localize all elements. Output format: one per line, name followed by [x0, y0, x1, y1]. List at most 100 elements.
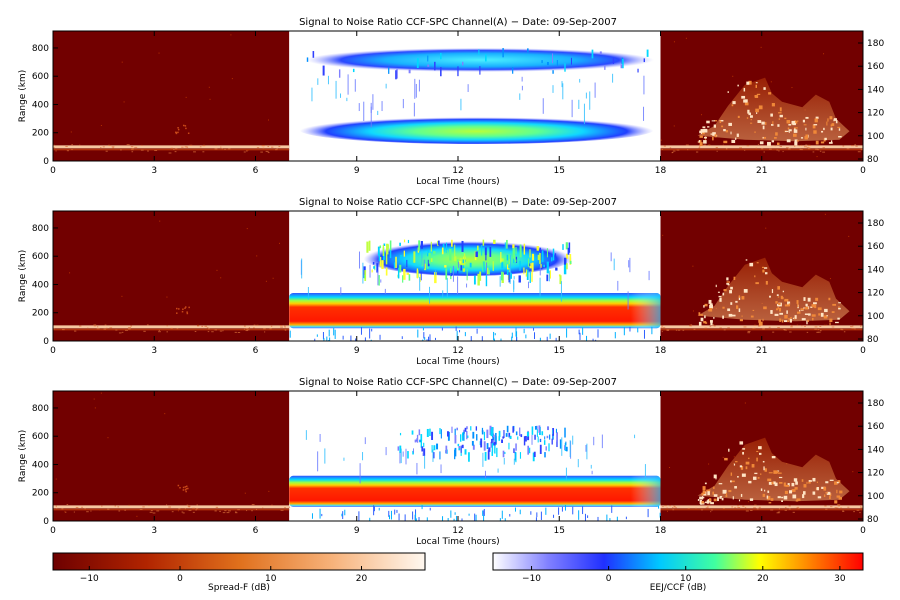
plume-speck — [735, 461, 738, 463]
echo-streak — [500, 271, 504, 281]
speckle — [280, 509, 284, 511]
speckle — [220, 146, 222, 148]
echo-streak — [323, 338, 325, 341]
echo-streak — [577, 459, 579, 468]
x-tick-label: 0 — [50, 526, 56, 536]
echo-streak — [441, 247, 444, 255]
plume-speck — [755, 84, 758, 88]
plume-speck — [722, 306, 725, 309]
speckle — [787, 148, 791, 150]
plume-speck — [771, 481, 774, 485]
echo-streak — [384, 288, 386, 294]
speckle — [237, 509, 240, 511]
speckle — [182, 512, 185, 514]
speckle — [727, 327, 730, 329]
echo-streak — [561, 81, 563, 88]
plume-speck — [703, 128, 708, 133]
echo-streak — [457, 66, 459, 77]
echo-streak — [416, 58, 419, 68]
speckle — [744, 507, 747, 509]
echo-streak — [289, 330, 291, 338]
speckle — [860, 148, 863, 150]
x-tick-label: 15 — [554, 526, 565, 536]
echo-streak — [385, 83, 387, 89]
echo-streak — [625, 516, 627, 520]
y2-tick-label: 140 — [867, 445, 884, 455]
plume-speck — [813, 302, 817, 305]
speckle — [131, 151, 134, 153]
speckle — [852, 471, 854, 473]
speckle — [859, 512, 861, 514]
echo-streak — [555, 428, 557, 433]
plume-speck — [780, 295, 783, 299]
speckle — [174, 148, 178, 150]
plume-speck — [805, 134, 809, 138]
speckle — [201, 325, 204, 327]
echo-streak — [412, 448, 414, 453]
speckle — [661, 325, 663, 327]
plume-speck — [737, 115, 740, 119]
speckle — [115, 329, 118, 331]
plume-speck — [788, 124, 792, 126]
plume-speck — [823, 127, 825, 131]
plume-speck — [712, 491, 714, 495]
echo-streak — [397, 446, 400, 451]
echo-region — [306, 47, 654, 80]
echo-streak — [560, 281, 562, 302]
speckle — [850, 145, 854, 147]
x-tick-label: 0 — [860, 166, 866, 176]
echo-streak — [381, 260, 384, 270]
speckle — [673, 41, 675, 43]
speckle — [256, 255, 258, 257]
speckle — [181, 511, 184, 513]
echo-streak — [442, 516, 444, 521]
echo-streak — [537, 436, 539, 443]
echo-streak — [504, 518, 506, 521]
speckle — [127, 328, 131, 330]
plume-speck — [762, 125, 765, 130]
speckle — [202, 145, 206, 147]
plume-speck — [741, 473, 746, 477]
echo-streak — [383, 243, 386, 247]
speckle — [206, 327, 209, 329]
speckle — [860, 506, 862, 508]
speckle — [842, 510, 845, 512]
echo-streak — [533, 451, 536, 458]
echo-streak — [362, 262, 364, 284]
echo-streak — [458, 448, 461, 451]
echo-streak — [570, 57, 572, 65]
x-tick-label: 0 — [50, 166, 56, 176]
echo-streak — [408, 274, 411, 281]
plume-speck — [723, 289, 727, 292]
speckle — [672, 150, 676, 152]
speckle — [753, 327, 756, 329]
echo-streak — [501, 439, 503, 443]
echo-streak — [518, 275, 521, 283]
y2-tick-label: 100 — [867, 492, 884, 502]
echo-blob — [306, 47, 654, 72]
echo-streak — [629, 257, 631, 273]
speckle — [87, 327, 89, 329]
echo-streak — [457, 443, 460, 447]
echo-streak — [354, 79, 356, 92]
echo-streak — [658, 505, 660, 509]
plume-speck — [727, 91, 729, 93]
speckle — [786, 147, 789, 149]
plume-speck — [746, 117, 749, 119]
plume-speck — [788, 303, 791, 307]
plume-speck — [763, 306, 767, 310]
speckle — [79, 144, 81, 146]
plume-speck — [762, 136, 766, 139]
echo-streak — [564, 442, 567, 452]
speckle — [171, 511, 174, 513]
echo-streak — [514, 259, 517, 263]
echo-streak — [500, 252, 502, 263]
echo-streak — [509, 266, 511, 284]
speckle — [188, 306, 190, 309]
speckle — [166, 331, 168, 333]
colorbar-eej-ccf-label: EEJ/CCF (dB) — [650, 583, 707, 593]
plume-speck — [836, 481, 839, 484]
echo-streak — [322, 65, 325, 76]
plume-speck — [829, 318, 833, 323]
